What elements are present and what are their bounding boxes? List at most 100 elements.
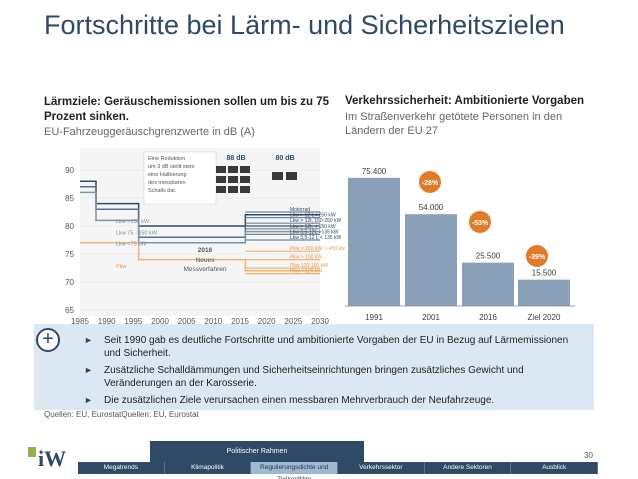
bullet-item: ► Die zusätzlichen Ziele verursachen eine…: [84, 395, 495, 406]
change-badge: [526, 245, 548, 267]
y-tick-label: 80: [65, 222, 74, 231]
bottom-nav: Megatrends Klimapolitik Regulierungsdich…: [78, 462, 599, 479]
bar: [348, 177, 400, 306]
noise-class-label: Lkw 3,5-12t, >135 kW: [290, 229, 339, 235]
change-label: -28%: [422, 180, 439, 187]
y-tick-label: 75: [65, 250, 74, 259]
arrow-icon: ►: [84, 335, 93, 345]
source-note: Quellen: EU, EurostatQuellen: EU, Eurost…: [44, 410, 199, 419]
nav-megatrends[interactable]: Megatrends: [78, 462, 165, 474]
x-tick-label: 1995: [124, 317, 142, 326]
noise-series-line: [80, 191, 320, 244]
truck-icon: [240, 176, 250, 183]
truck-icon: [228, 186, 238, 193]
noise-class-label: Pkw > 160 kW: [290, 255, 322, 261]
change-label: -39%: [529, 254, 546, 261]
y-tick-label: 65: [65, 306, 74, 315]
bullet-item: ► Seit 1990 gab es deutliche Fortschritte…: [84, 335, 569, 359]
change-label: -53%: [472, 220, 489, 227]
noise-subheading: EU-Fahrzeuggeräuschgrenzwerte in dB (A): [44, 126, 255, 138]
safety-heading: Verkehrssicherheit: Ambitionierte Vorgab…: [345, 95, 585, 107]
truck-icon: [272, 172, 283, 180]
new-method-label: Neues: [196, 257, 216, 264]
noise-class-label: Pkw 120-160 kW: [290, 263, 328, 269]
info-box: [34, 324, 594, 410]
bar-value-label: 25.500: [476, 252, 501, 261]
reduction-note-box: [143, 151, 217, 205]
truck-icon: [228, 166, 238, 173]
truck-icon: [216, 166, 226, 173]
nav-verkehrssektor[interactable]: Verkehrssektor: [338, 462, 425, 474]
bar-category-label: 2001: [422, 313, 440, 322]
reduction-note-2: um 3 dB stellt stets: [148, 164, 195, 170]
noise-series-label: Pkw: [116, 264, 126, 270]
iw-logo: iW: [38, 446, 67, 471]
noise-class-label: Lkw > 12t, < 150 kW: [290, 224, 336, 230]
bar-category-label: 2016: [479, 313, 497, 322]
bar: [462, 262, 514, 306]
nav-klimapolitik[interactable]: Klimapolitik: [165, 462, 252, 474]
truck-icon: [240, 166, 250, 173]
nav-ausblick[interactable]: Ausblick: [511, 462, 599, 474]
x-tick-label: 2030: [311, 317, 329, 326]
reduction-note-3: eine Halbierung: [148, 172, 187, 178]
truck-icon: [216, 176, 226, 183]
change-badge: [419, 171, 441, 193]
x-tick-label: 2000: [151, 317, 169, 326]
x-tick-label: 2005: [178, 317, 196, 326]
bar-value-label: 54.000: [419, 203, 444, 212]
x-tick-label: 2025: [284, 317, 302, 326]
nav-regulierungsdichte[interactable]: Regulierungsdichte und Zielkonflikte: [251, 462, 339, 479]
x-tick-label: 1990: [98, 317, 116, 326]
nav-andere-sektoren[interactable]: Andere Sektoren: [425, 462, 512, 474]
measurement-label: Messverfahren: [184, 266, 227, 273]
y-tick-label: 85: [65, 194, 74, 203]
noise-class-label: Pkw > 160 kW, > 450 kw: [290, 246, 345, 252]
page-title: Fortschritte bei Lärm- und Sicherheitszi…: [44, 10, 565, 40]
change-badge: [469, 211, 491, 233]
y-tick-label: 90: [65, 166, 74, 175]
page-number: 30: [584, 451, 593, 460]
db-88-label: 88 dB: [226, 155, 245, 162]
noise-series-label: Lkw >150 kW: [116, 219, 150, 225]
y-tick-label: 70: [65, 278, 74, 287]
truck-icon: [216, 186, 226, 193]
x-tick-label: 2010: [204, 317, 222, 326]
noise-class-label: Lkw > 12 t, >250 kW: [290, 213, 336, 219]
reduction-note-5: Schalls dar.: [148, 188, 177, 194]
x-tick-label: 2015: [231, 317, 249, 326]
bullet-list: ► Seit 1990 gab es deutliche Fortschritte…: [84, 334, 586, 411]
bar-value-label: 15.500: [532, 269, 557, 278]
x-tick-label: 2020: [258, 317, 276, 326]
bar: [405, 214, 457, 306]
noise-class-label: Motorrad: [290, 207, 310, 213]
truck-icon: [286, 172, 297, 180]
bar: [518, 279, 570, 306]
bar-value-label: 75.400: [362, 167, 387, 176]
noise-class-label: Lkw 3,5-12 t, < 135 kW: [290, 235, 342, 241]
year-2016-label: 2016: [198, 247, 213, 254]
noise-class-label: Pkw < 120 kW: [290, 269, 322, 275]
bullet-item: ► Zusätzliche Schalldämmungen und Sicherh…: [84, 365, 524, 389]
bar-category-label: 1991: [365, 313, 383, 322]
db-80-label: 80 dB: [275, 155, 294, 162]
bar-category-label: Ziel 2020: [528, 313, 561, 322]
political-framework-tab[interactable]: Politischer Rahmen: [150, 441, 364, 462]
noise-heading: Lärmziele: Geräuschemissionen sollen um …: [44, 96, 330, 123]
reduction-note-1: Eine Reduktion: [148, 156, 185, 162]
noise-series-label: Lkw <75 kW: [116, 242, 147, 248]
x-tick-label: 1985: [71, 317, 89, 326]
truck-icon: [240, 186, 250, 193]
arrow-icon: ►: [84, 395, 93, 405]
truck-icon-group-88: [216, 166, 250, 193]
plus-icon: +: [36, 328, 60, 352]
arrow-icon: ►: [84, 365, 93, 375]
noise-class-label: Lkw > 12t, 150-250 kW: [290, 218, 342, 224]
noise-series-label: Lkw 75 - 150 kW: [116, 230, 158, 236]
noise-series-line: [80, 242, 320, 272]
reduction-note-4: des messbaren: [148, 180, 186, 186]
truck-icon-group-80: [272, 172, 297, 180]
truck-icon: [228, 176, 238, 183]
